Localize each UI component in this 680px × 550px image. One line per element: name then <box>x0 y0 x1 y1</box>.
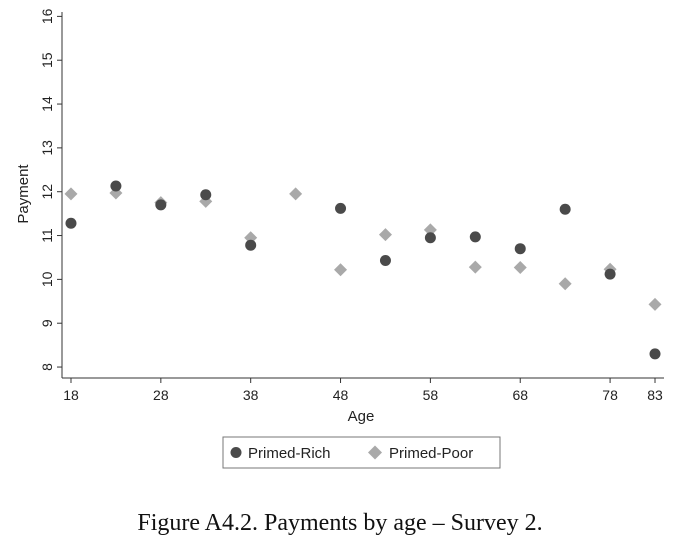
point-primed-rich <box>155 199 167 211</box>
y-axis-title: Payment <box>15 164 32 224</box>
y-tick-label: 16 <box>39 8 55 24</box>
point-primed-poor <box>289 187 303 201</box>
y-tick-label: 14 <box>39 96 55 112</box>
legend-label-primed-poor: Primed-Poor <box>389 445 473 462</box>
x-tick-label: 38 <box>243 387 259 403</box>
y-tick-label: 12 <box>39 184 55 200</box>
point-primed-rich <box>604 268 616 280</box>
y-tick-label: 10 <box>39 271 55 287</box>
legend-marker-primed-rich <box>230 447 242 458</box>
point-primed-poor <box>648 297 662 311</box>
point-primed-poor <box>423 223 437 237</box>
point-primed-rich <box>649 348 661 360</box>
y-tick-label: 9 <box>39 319 55 327</box>
y-tick-label: 11 <box>39 228 55 243</box>
point-primed-rich <box>559 203 571 215</box>
legend-box <box>222 436 501 469</box>
y-tick-label: 13 <box>39 140 55 156</box>
y-tick-label: 15 <box>39 52 55 68</box>
x-tick-label: 18 <box>63 387 79 403</box>
data-markers <box>64 180 662 360</box>
point-primed-poor <box>378 228 392 242</box>
point-primed-rich <box>245 239 257 251</box>
x-tick-label: 83 <box>647 387 663 403</box>
point-primed-poor <box>513 261 527 275</box>
x-tick-label: 68 <box>512 387 528 403</box>
point-primed-rich <box>424 232 436 244</box>
point-primed-poor <box>334 263 348 277</box>
point-primed-poor <box>558 277 572 291</box>
legend: Primed-Rich Primed-Poor <box>222 436 501 469</box>
point-primed-rich <box>379 255 391 267</box>
x-tick-label: 58 <box>423 387 439 403</box>
x-tick-label: 48 <box>333 387 349 403</box>
x-tick-label: 28 <box>153 387 169 403</box>
point-primed-rich <box>200 189 212 201</box>
point-primed-rich <box>335 202 347 214</box>
figure-caption: Figure A4.2. Payments by age – Survey 2. <box>137 510 543 536</box>
point-primed-rich <box>110 180 122 192</box>
point-primed-rich <box>469 231 481 243</box>
legend-marker-primed-poor <box>368 445 382 460</box>
point-primed-rich <box>65 217 77 229</box>
point-primed-poor <box>64 187 78 201</box>
point-primed-poor <box>468 260 482 274</box>
x-axis: 18 28 38 48 58 68 78 83 <box>62 377 664 403</box>
y-axis: 8 9 10 11 12 13 14 15 16 <box>39 8 63 378</box>
x-tick-label: 78 <box>602 387 618 403</box>
x-axis-title: Age <box>348 408 375 425</box>
legend-label-primed-rich: Primed-Rich <box>248 445 331 462</box>
point-primed-rich <box>514 243 526 255</box>
y-tick-label: 8 <box>39 363 55 371</box>
scatter-chart: 8 9 10 11 12 13 14 15 16 18 28 38 48 58 68 78 83 Paymen… <box>15 8 664 469</box>
